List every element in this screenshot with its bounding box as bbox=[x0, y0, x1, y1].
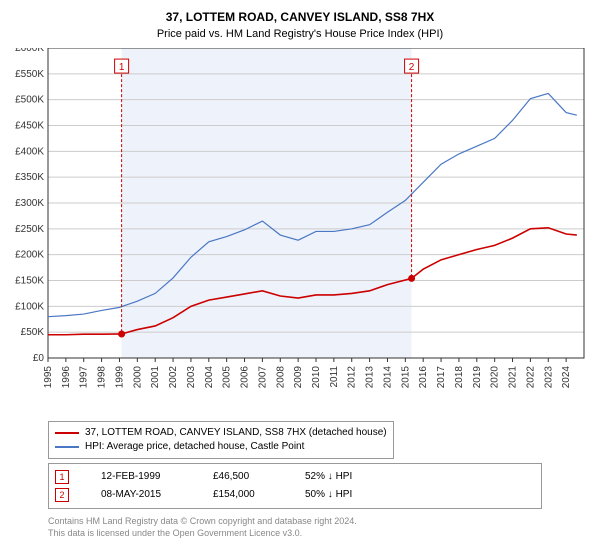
svg-text:2021: 2021 bbox=[508, 366, 519, 389]
svg-text:1: 1 bbox=[119, 62, 125, 73]
svg-text:£50K: £50K bbox=[21, 327, 45, 338]
svg-text:£250K: £250K bbox=[15, 224, 44, 235]
event-marker: 2 bbox=[55, 488, 69, 502]
svg-text:£400K: £400K bbox=[15, 146, 44, 157]
svg-text:2012: 2012 bbox=[347, 366, 358, 389]
svg-text:£550K: £550K bbox=[15, 69, 44, 80]
svg-text:£200K: £200K bbox=[15, 250, 44, 261]
legend-swatch bbox=[55, 446, 79, 448]
legend-label: HPI: Average price, detached house, Cast… bbox=[85, 440, 304, 454]
svg-text:2024: 2024 bbox=[561, 366, 572, 389]
svg-text:2009: 2009 bbox=[293, 366, 304, 389]
event-row: 1 12-FEB-1999 £46,500 52% ↓ HPI bbox=[55, 468, 535, 486]
legend-swatch bbox=[55, 432, 79, 434]
footer-line-1: Contains HM Land Registry data © Crown c… bbox=[48, 515, 600, 527]
svg-text:2019: 2019 bbox=[472, 366, 483, 389]
chart-subtitle: Price paid vs. HM Land Registry's House … bbox=[0, 24, 600, 48]
footer-line-2: This data is licensed under the Open Gov… bbox=[48, 527, 600, 539]
event-date: 08-MAY-2015 bbox=[101, 486, 181, 504]
svg-text:2018: 2018 bbox=[454, 366, 465, 389]
event-date: 12-FEB-1999 bbox=[101, 468, 181, 486]
svg-text:2010: 2010 bbox=[311, 366, 322, 389]
svg-text:2020: 2020 bbox=[490, 366, 501, 389]
event-price: £46,500 bbox=[213, 468, 273, 486]
event-delta: 52% ↓ HPI bbox=[305, 468, 385, 486]
svg-text:2011: 2011 bbox=[329, 366, 340, 388]
legend-row: 37, LOTTEM ROAD, CANVEY ISLAND, SS8 7HX … bbox=[55, 426, 387, 440]
svg-text:£0: £0 bbox=[33, 353, 45, 364]
legend: 37, LOTTEM ROAD, CANVEY ISLAND, SS8 7HX … bbox=[48, 421, 394, 459]
legend-label: 37, LOTTEM ROAD, CANVEY ISLAND, SS8 7HX … bbox=[85, 426, 387, 440]
event-marker: 1 bbox=[55, 470, 69, 484]
svg-text:1998: 1998 bbox=[97, 366, 108, 389]
svg-text:2005: 2005 bbox=[222, 366, 233, 389]
plot-area: £0 £50K £100K £150K £200K £250K £300K £350K £400… bbox=[0, 48, 600, 409]
svg-text:£100K: £100K bbox=[15, 301, 44, 312]
footer-note: Contains HM Land Registry data © Crown c… bbox=[48, 515, 600, 539]
svg-text:2006: 2006 bbox=[240, 366, 251, 389]
legend-row: HPI: Average price, detached house, Cast… bbox=[55, 440, 387, 454]
svg-text:2008: 2008 bbox=[275, 366, 286, 389]
svg-text:£600K: £600K bbox=[15, 48, 44, 54]
svg-text:2016: 2016 bbox=[418, 366, 429, 389]
svg-text:£500K: £500K bbox=[15, 95, 44, 106]
svg-text:2003: 2003 bbox=[186, 366, 197, 389]
svg-text:£150K: £150K bbox=[15, 276, 44, 287]
svg-text:2023: 2023 bbox=[543, 366, 554, 389]
svg-text:2014: 2014 bbox=[382, 366, 393, 389]
svg-text:2000: 2000 bbox=[132, 366, 143, 389]
svg-text:2013: 2013 bbox=[365, 366, 376, 389]
svg-text:2: 2 bbox=[409, 62, 415, 73]
svg-text:1999: 1999 bbox=[114, 366, 125, 389]
svg-text:£450K: £450K bbox=[15, 121, 44, 132]
event-price: £154,000 bbox=[213, 486, 273, 504]
svg-text:1997: 1997 bbox=[79, 366, 90, 389]
events-table: 1 12-FEB-1999 £46,500 52% ↓ HPI 2 08-MAY-2015… bbox=[48, 463, 542, 509]
svg-text:2002: 2002 bbox=[168, 366, 179, 389]
svg-text:1996: 1996 bbox=[61, 366, 72, 389]
svg-text:1995: 1995 bbox=[43, 366, 54, 389]
svg-text:2004: 2004 bbox=[204, 366, 215, 389]
svg-text:2017: 2017 bbox=[436, 366, 447, 389]
svg-text:£300K: £300K bbox=[15, 198, 44, 209]
chart-svg: £0 £50K £100K £150K £200K £250K £300K £350K £400… bbox=[0, 48, 600, 404]
svg-text:2001: 2001 bbox=[150, 366, 161, 389]
svg-text:2007: 2007 bbox=[257, 366, 268, 389]
chart-container: 37, LOTTEM ROAD, CANVEY ISLAND, SS8 7HX … bbox=[0, 0, 600, 560]
chart-title: 37, LOTTEM ROAD, CANVEY ISLAND, SS8 7HX bbox=[0, 0, 600, 24]
svg-text:2015: 2015 bbox=[400, 366, 411, 389]
svg-text:£350K: £350K bbox=[15, 172, 44, 183]
event-row: 2 08-MAY-2015 £154,000 50% ↓ HPI bbox=[55, 486, 535, 504]
svg-text:2022: 2022 bbox=[525, 366, 536, 389]
event-delta: 50% ↓ HPI bbox=[305, 486, 385, 504]
